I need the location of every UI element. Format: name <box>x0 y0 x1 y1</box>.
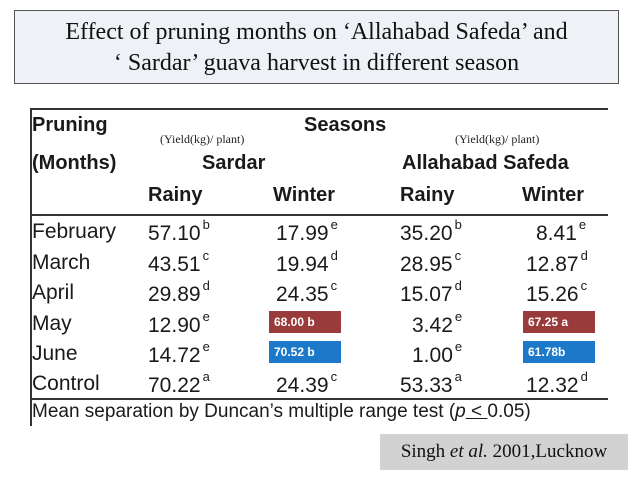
unit-label-left: (Yield(kg)/ plant) <box>160 132 245 146</box>
citation: Singh et al. 2001,Lucknow <box>380 434 628 470</box>
table-left-border <box>30 108 32 426</box>
cell-feb-sardar-winter: 17.99 e <box>276 217 338 245</box>
cell-apr-safeda-rainy: 15.07 d <box>400 278 462 306</box>
cell-mar-sardar-rainy: 43.51 c <box>148 248 210 276</box>
title-line-2: ‘ Sardar’ guava harvest in different sea… <box>113 50 520 76</box>
header-sardar-rainy: Rainy <box>148 184 203 206</box>
header-months: (Months) <box>32 152 117 174</box>
overlay-june-safeda-winter: 61.78b <box>523 341 595 363</box>
row-label-control: Control <box>32 372 100 395</box>
overlay-may-safeda-winter: 67.25 a <box>523 311 595 333</box>
slide-title: Effect of pruning months on ‘Allahabad S… <box>14 10 619 84</box>
cell-ctrl-sardar-rainy: 70.22 a <box>148 369 210 397</box>
row-label-february: February <box>32 220 117 243</box>
overlay-may-sardar-winter: 68.00 b <box>269 311 341 333</box>
row-label-march: March <box>32 251 91 274</box>
table-top-border <box>30 108 608 110</box>
cell-may-sardar-rainy: 12.90 e <box>148 309 210 337</box>
header-safeda-rainy: Rainy <box>400 184 455 206</box>
cell-feb-sardar-rainy: 57.10 b <box>148 217 210 245</box>
cell-mar-safeda-rainy: 28.95 c <box>400 248 462 276</box>
cell-ctrl-sardar-winter: 24.39 c <box>276 369 338 397</box>
body-bottom-border <box>30 398 608 400</box>
cell-jun-sardar-rainy: 14.72 e <box>148 339 210 367</box>
cell-may-safeda-rainy: 3.42 e <box>412 309 463 337</box>
title-line-1: Effect of pruning months on ‘Allahabad S… <box>65 19 568 45</box>
header-sardar: Sardar <box>202 152 266 174</box>
header-sardar-winter: Winter <box>273 184 336 206</box>
cell-apr-sardar-winter: 24.35 c <box>276 278 338 306</box>
cell-mar-safeda-winter: 12.87 d <box>526 248 588 276</box>
header-pruning: Pruning <box>32 114 108 136</box>
cell-feb-safeda-winter: 8.41 e <box>536 217 587 245</box>
cell-ctrl-safeda-rainy: 53.33 a <box>400 369 462 397</box>
header-allahabad-safeda: Allahabad Safeda <box>402 152 569 174</box>
footnote: Mean separation by Duncan’s multiple ran… <box>32 401 531 422</box>
overlay-june-sardar-winter: 70.52 b <box>269 341 341 363</box>
unit-label-right: (Yield(kg)/ plant) <box>455 132 540 146</box>
header-seasons: Seasons <box>304 114 387 136</box>
cell-ctrl-safeda-winter: 12.32 d <box>526 369 588 397</box>
header-safeda-winter: Winter <box>522 184 585 206</box>
header-bottom-border <box>30 214 608 216</box>
row-label-april: April <box>32 281 75 304</box>
cell-apr-sardar-rainy: 29.89 d <box>148 278 210 306</box>
yield-table: Pruning (Months) Seasons (Yield(kg)/ pla… <box>30 108 608 426</box>
row-label-june: June <box>32 342 78 365</box>
cell-jun-safeda-rainy: 1.00 e <box>412 339 463 367</box>
cell-feb-safeda-rainy: 35.20 b <box>400 217 462 245</box>
cell-apr-safeda-winter: 15.26 c <box>526 278 588 306</box>
cell-mar-sardar-winter: 19.94 d <box>276 248 338 276</box>
row-label-may: May <box>32 312 72 335</box>
